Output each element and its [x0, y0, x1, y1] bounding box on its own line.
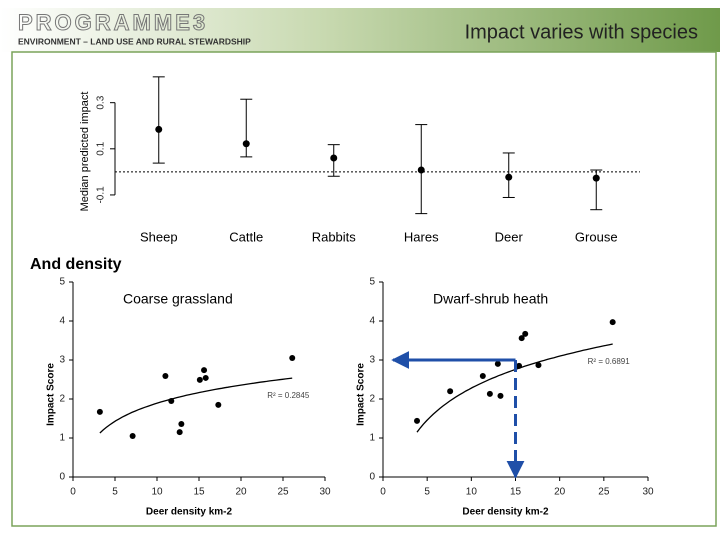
frame [11, 51, 717, 527]
y-tick-label: -0.1 [96, 186, 107, 204]
chart-title: Dwarf-shrub heath [433, 291, 548, 307]
point [215, 401, 222, 408]
y-tick-label: 0.3 [96, 95, 107, 109]
y-tick-label: 2 [59, 394, 65, 405]
x-tick-label: 15 [510, 487, 522, 498]
point [479, 372, 486, 379]
point [155, 125, 163, 133]
x-tick-label: 0 [70, 487, 76, 498]
y-tick-label: 4 [369, 316, 375, 327]
y-axis-label: Impact Score [46, 363, 57, 426]
point [535, 362, 542, 369]
point [202, 374, 209, 381]
point [96, 408, 103, 415]
x-axis-label: Deer density km-2 [462, 507, 549, 518]
x-tick-label: Hares [404, 229, 439, 244]
slide-title: Impact varies with species [465, 21, 698, 43]
point [196, 376, 203, 383]
y-tick-label: 1 [59, 433, 65, 444]
point [417, 166, 425, 174]
annotation: R² = 0.2845 [267, 391, 310, 400]
x-tick-label: 30 [642, 487, 654, 498]
x-tick-label: 10 [151, 487, 163, 498]
point [129, 433, 136, 440]
header-bar [0, 8, 720, 52]
point [592, 174, 600, 182]
chart-title: Coarse grassland [123, 291, 233, 307]
point [178, 420, 185, 427]
x-tick-label: 0 [380, 487, 386, 498]
y-tick-label: 0 [59, 472, 65, 483]
point [414, 417, 421, 424]
point [522, 330, 529, 337]
x-tick-label: 30 [319, 487, 331, 498]
trendline [99, 377, 293, 434]
x-tick-label: 10 [466, 487, 478, 498]
x-tick-label: Grouse [575, 229, 618, 244]
y-axis-label: Median predicted impact [79, 92, 91, 212]
point [330, 154, 338, 162]
x-tick-label: Cattle [229, 229, 263, 244]
point [201, 367, 208, 374]
point [168, 397, 175, 404]
point [176, 429, 183, 436]
x-tick-label: 5 [424, 487, 430, 498]
logo: PROGRAMME3 [18, 10, 208, 35]
y-axis-label: Impact Score [356, 363, 367, 426]
y-tick-label: 3 [369, 355, 375, 366]
y-tick-label: 5 [59, 277, 65, 288]
x-tick-label: 15 [193, 487, 205, 498]
annotation: R² = 0.6891 [588, 357, 631, 366]
subheading: And density [30, 256, 122, 273]
x-tick-label: Rabbits [312, 229, 357, 244]
point [518, 335, 525, 342]
x-axis-label: Deer density km-2 [146, 507, 233, 518]
y-tick-label: 4 [59, 316, 65, 327]
x-tick-label: 20 [554, 487, 566, 498]
x-tick-label: 5 [112, 487, 118, 498]
point [162, 372, 169, 379]
point [497, 392, 504, 399]
point [494, 360, 501, 367]
point [242, 140, 250, 148]
y-tick-label: 5 [369, 277, 375, 288]
point [486, 390, 493, 397]
x-tick-label: 25 [277, 487, 289, 498]
y-tick-label: 1 [369, 433, 375, 444]
point [289, 355, 296, 362]
x-tick-label: 25 [598, 487, 610, 498]
x-tick-label: Sheep [140, 229, 178, 244]
y-tick-label: 2 [369, 394, 375, 405]
point [516, 362, 523, 369]
x-tick-label: 20 [235, 487, 247, 498]
x-tick-label: Deer [495, 229, 524, 244]
y-tick-label: 0.1 [96, 141, 107, 155]
tagline: ENVIRONMENT – LAND USE AND RURAL STEWARD… [18, 36, 251, 46]
point [505, 173, 513, 181]
y-tick-label: 0 [369, 472, 375, 483]
point [447, 388, 454, 395]
point [609, 319, 616, 326]
y-tick-label: 3 [59, 355, 65, 366]
